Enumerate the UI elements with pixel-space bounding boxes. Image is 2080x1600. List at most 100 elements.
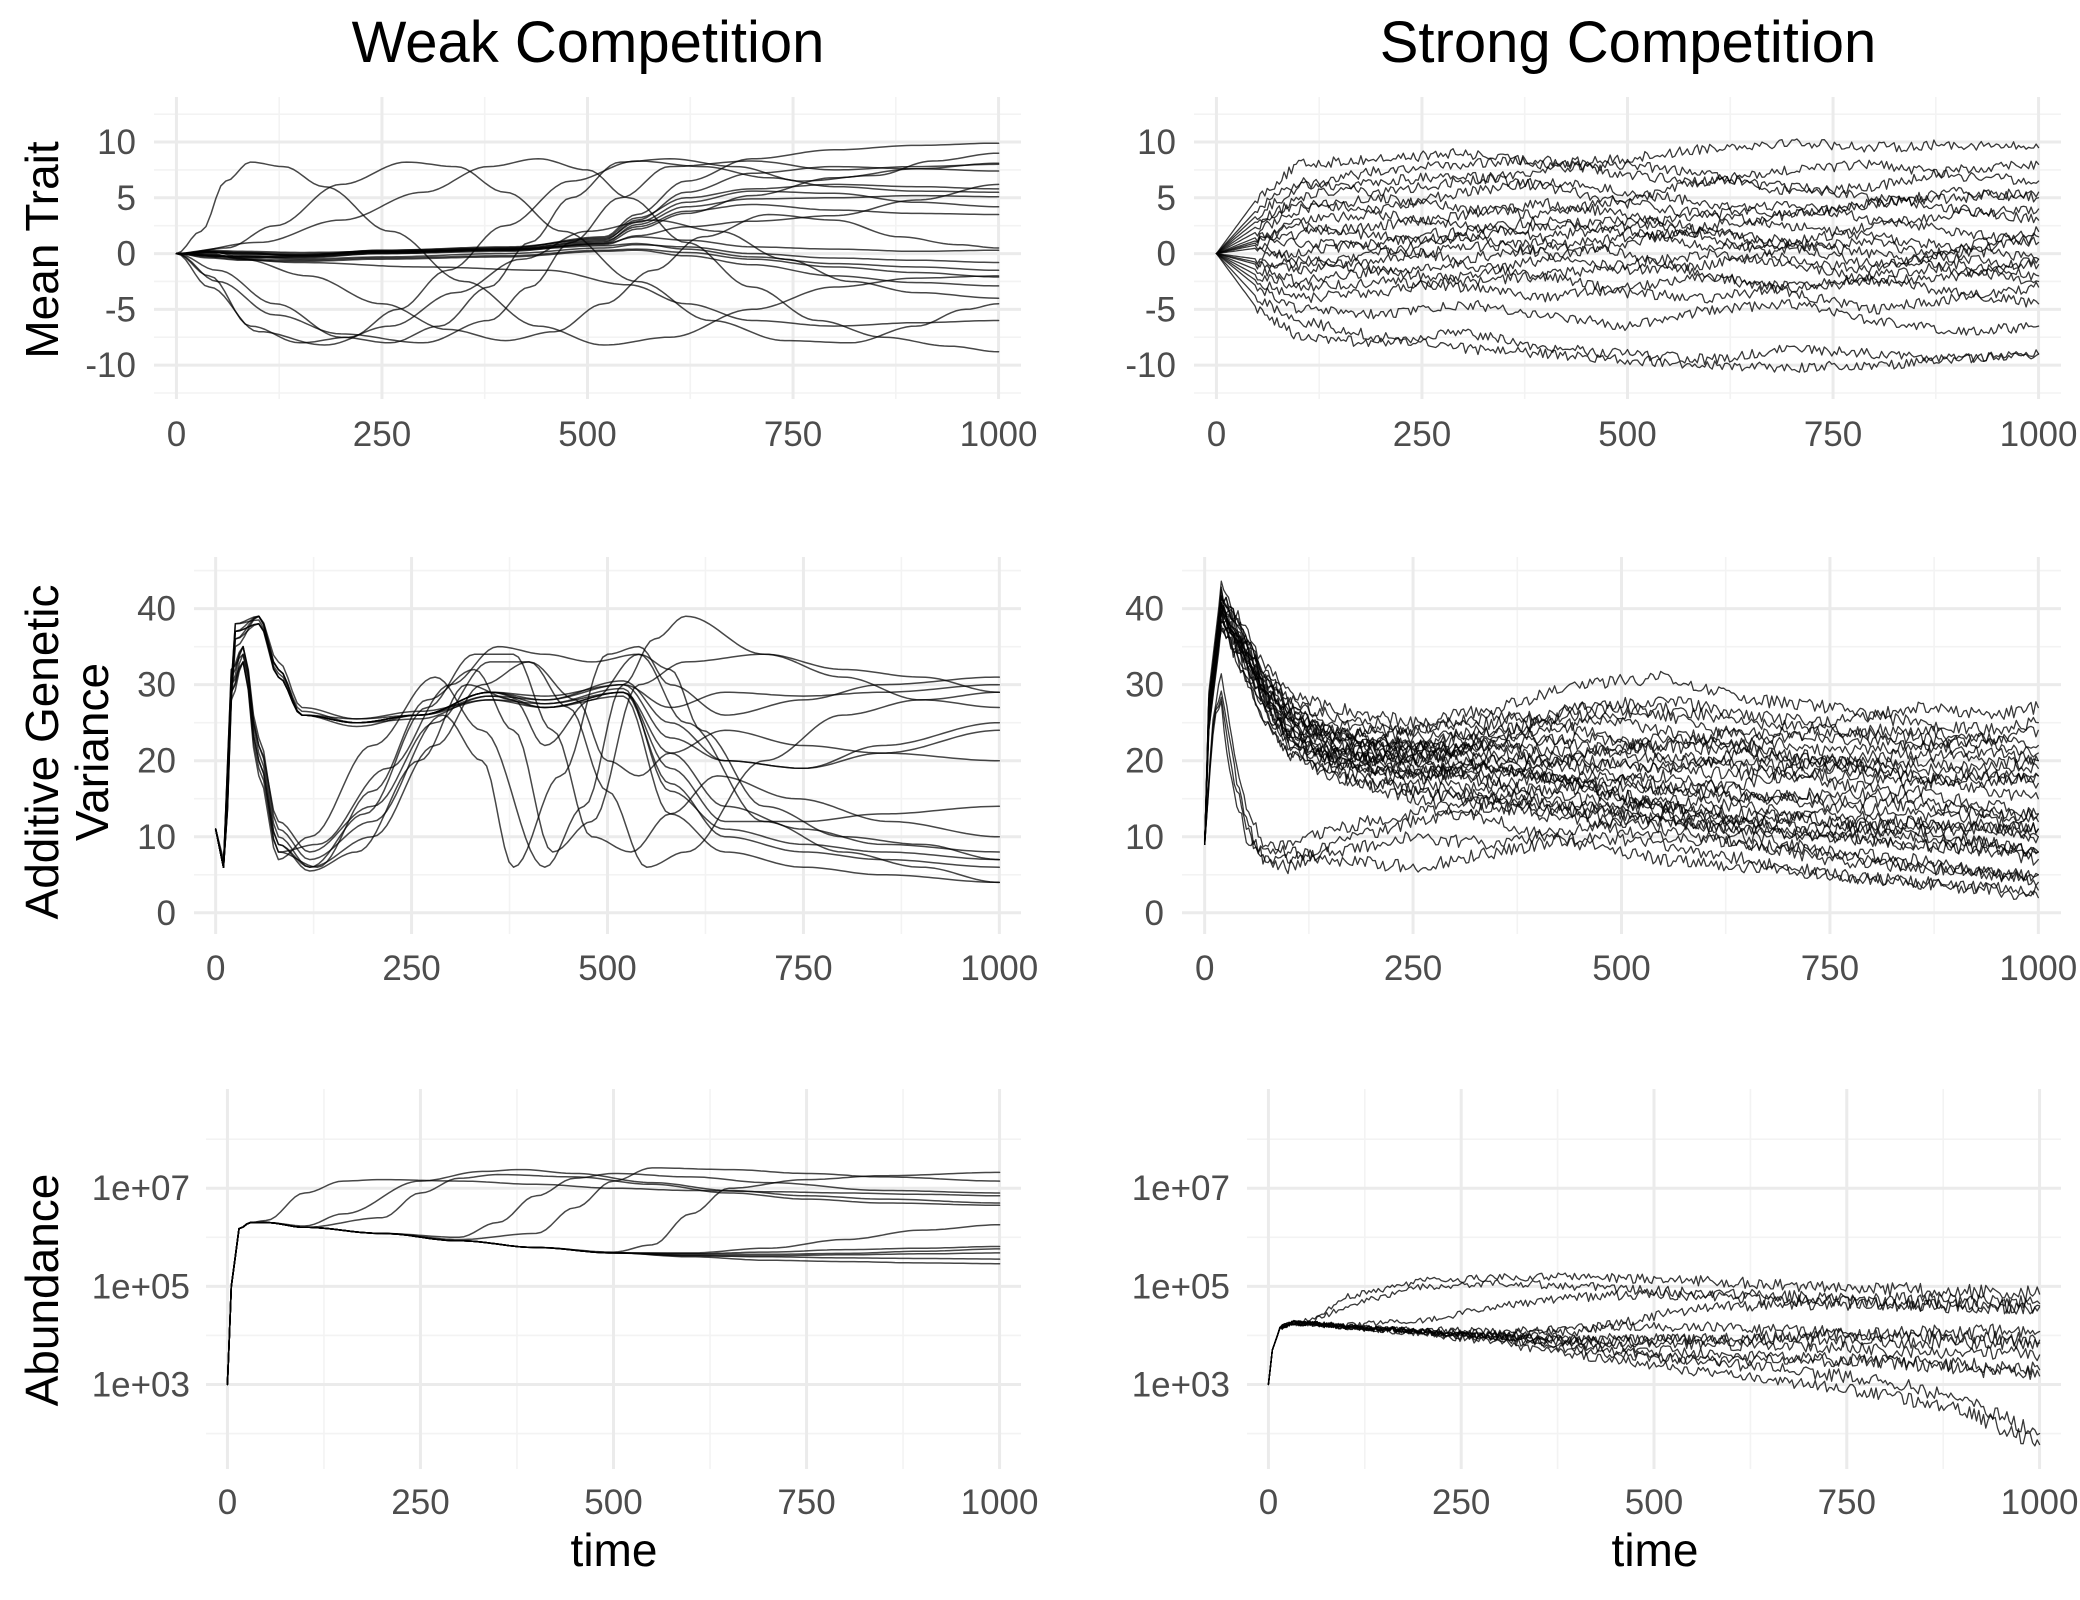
x-tick-label: 500 [1625,1483,1683,1522]
y-tick-label: -5 [1145,290,1176,329]
series-line [214,653,1001,868]
series-lines [214,615,1001,884]
series-line [1267,1289,2041,1386]
series-line [175,183,1000,256]
panel-additive-genetic-variance-strong: 0 250 500 750 1000 0 10 20 30 40 [1125,557,2077,988]
y-tick-label: -10 [1125,346,1176,385]
x-tick-label: 0 [218,1483,237,1522]
y-tick-label: 0 [117,235,136,274]
row-label-abundance: Abundance [16,1174,68,1407]
series-line [1204,690,2039,875]
tick-labels: 0 250 500 750 1000 -10 -5 0 5 10 [85,123,1037,454]
y-tick-label: 30 [137,666,176,705]
tick-labels: 0 250 500 750 1000 0 10 20 30 40 [1125,590,2077,988]
gridlines [1247,1089,2061,1469]
series-line [1204,586,2039,846]
x-tick-label: 1000 [2000,415,2078,454]
y-tick-label: 10 [97,123,136,162]
gridlines [206,1089,1021,1469]
x-tick-label: 750 [777,1483,835,1522]
series-line [1204,595,2039,846]
x-tick-label: 250 [1393,415,1451,454]
series-line [1204,673,2039,896]
y-tick-label: 30 [1125,666,1164,705]
row-label-variance-line1: Additive Genetic [16,585,68,920]
row-label-mean-trait: Mean Trait [16,141,68,359]
series-line [1204,625,2039,857]
series-line [214,615,1001,868]
series-line [214,645,1001,868]
series-line [1204,611,2039,866]
x-tick-label: 1000 [961,1483,1039,1522]
series-line [1215,252,2040,336]
x-tick-label: 750 [764,415,822,454]
y-tick-label: 1e+07 [1132,1169,1230,1208]
series-line [1204,604,2039,846]
series-line [1215,197,2040,285]
x-tick-label: 1000 [960,949,1038,988]
x-tick-label: 250 [353,415,411,454]
series-line [1267,1320,2041,1386]
gridlines [1194,97,2061,399]
x-tick-label: 500 [1598,415,1656,454]
x-tick-label: 750 [774,949,832,988]
series-line [226,1173,1001,1386]
series-line [175,161,1000,344]
x-tick-label: 1000 [1999,949,2077,988]
y-tick-label: 10 [137,818,176,857]
series-lines [1204,580,2039,901]
series-line [175,161,1000,346]
x-tick-label: 0 [1207,415,1226,454]
series-line [1267,1279,2041,1386]
series-line [1215,200,2040,255]
x-tick-label: 0 [1259,1483,1278,1522]
y-tick-label: 40 [1125,590,1164,629]
x-tick-label: 500 [578,949,636,988]
series-line [1215,216,2040,274]
y-tick-label: 1e+03 [1132,1365,1230,1404]
series-line [175,183,1000,255]
y-tick-label: 10 [1137,123,1176,162]
series-line [1204,605,2039,846]
series-line [175,252,1000,327]
tick-labels: 0 250 500 750 1000 1e+03 1e+05 1e+07 [1132,1169,2079,1522]
series-line [175,248,1000,278]
series-line [1204,619,2039,846]
y-tick-label: -10 [85,346,136,385]
y-tick-label: 1e+03 [92,1365,190,1404]
series-line [1204,609,2039,846]
column-title-weak: Weak Competition [352,10,825,75]
series-line [214,645,1001,868]
series-line [175,160,1000,344]
y-tick-label: 20 [137,742,176,781]
series-line [1267,1272,2041,1386]
series-line [175,219,1000,346]
x-tick-label: 750 [1801,949,1859,988]
series-line [1204,580,2039,846]
series-line [175,152,1000,344]
series-line [1215,252,2040,315]
series-line [1215,188,2040,304]
series-line [214,645,1001,884]
series-line [1215,176,2040,255]
series-lines [175,142,1000,353]
series-line [1204,700,2039,855]
panel-mean-trait-strong: 0 250 500 750 1000 -10 -5 0 5 10 [1125,97,2077,454]
x-tick-label: 1000 [2001,1483,2079,1522]
series-line [1215,252,2040,365]
y-tick-label: 10 [1125,818,1164,857]
series-line [214,645,1001,868]
y-tick-label: 40 [137,590,176,629]
tick-labels: 0 250 500 750 1000 -10 -5 0 5 10 [1125,123,2077,454]
x-tick-label: 750 [1818,1483,1876,1522]
x-tick-label: 0 [1195,949,1214,988]
gridlines [194,557,1021,934]
x-tick-label: 500 [558,415,616,454]
x-tick-label: 250 [1384,949,1442,988]
series-line [1204,696,2039,881]
y-tick-label: 0 [1157,235,1176,274]
series-line [1204,596,2039,846]
series-line [226,1168,1001,1386]
